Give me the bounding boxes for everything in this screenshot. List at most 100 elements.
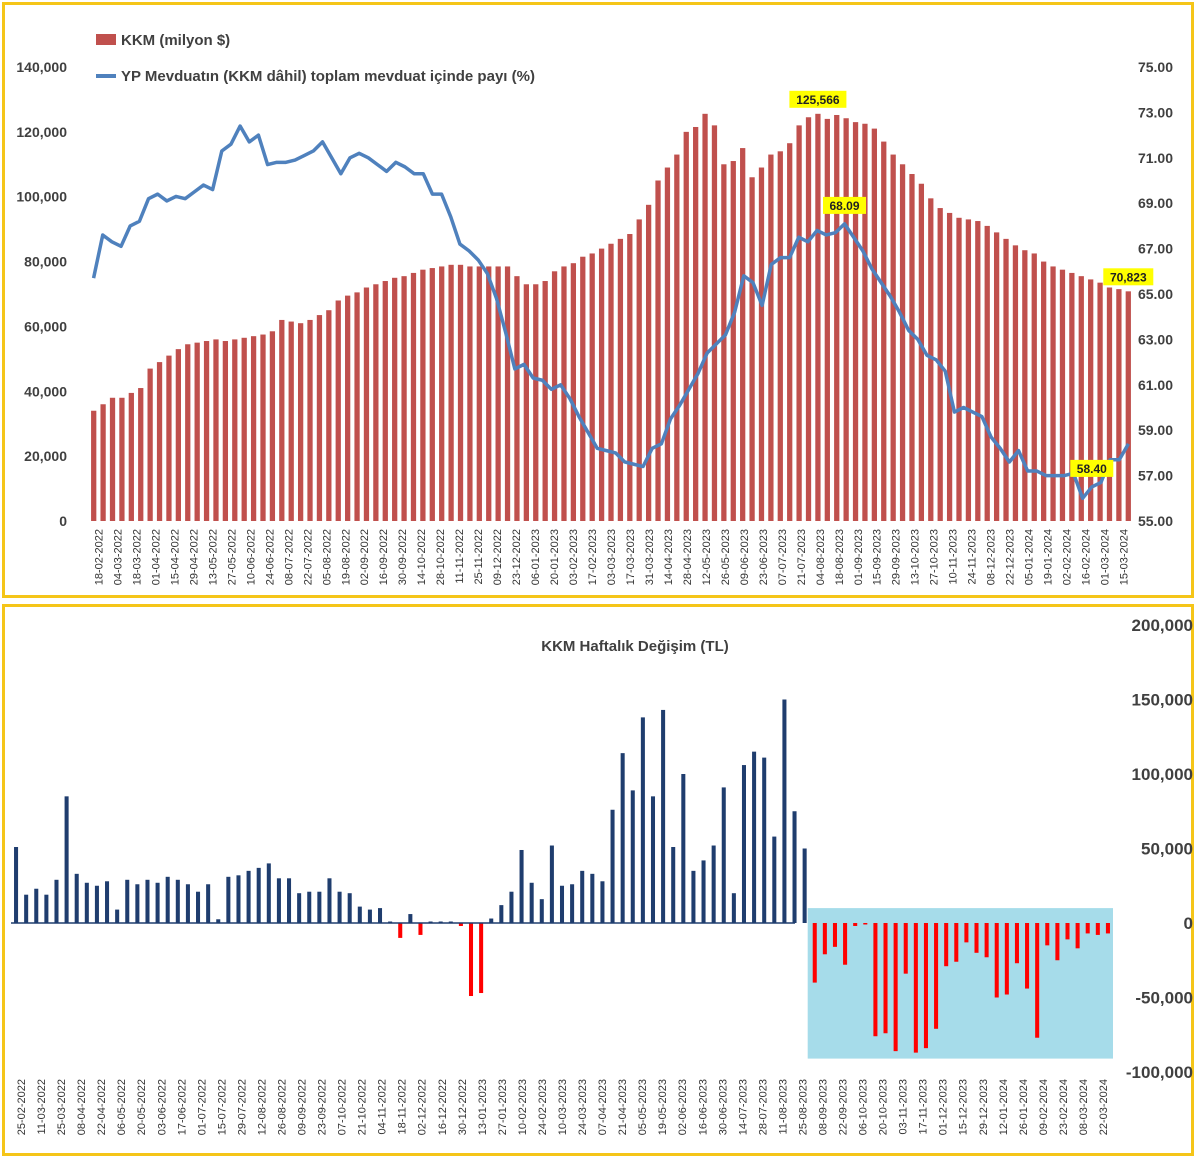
- weekly-change-bar: [721, 787, 726, 923]
- kkm-bar: [194, 342, 200, 521]
- y-left-tick-label: 0: [59, 513, 67, 529]
- x-tick-label: 27-01-2023: [497, 1079, 509, 1135]
- weekly-change-bar: [458, 923, 463, 926]
- annotation-highlight: [823, 196, 866, 214]
- kkm-bar: [608, 243, 614, 522]
- weekly-change-bar: [923, 923, 928, 1049]
- kkm-bar: [721, 164, 727, 522]
- x-tick-label: 05-08-2022: [321, 529, 333, 585]
- y-right-tick-label: 71.00: [1138, 150, 1173, 166]
- weekly-change-bar: [287, 878, 292, 923]
- x-tick-label: 07-04-2023: [597, 1079, 609, 1135]
- kkm-bar: [655, 180, 661, 521]
- x-tick-label: 25-03-2022: [56, 1079, 68, 1135]
- weekly-change-bar: [165, 876, 170, 923]
- x-tick-label: 16-12-2022: [437, 1079, 449, 1135]
- weekly-change-bar: [832, 923, 837, 947]
- kkm-bar: [241, 337, 247, 521]
- x-tick-label: 26-08-2022: [277, 1079, 289, 1135]
- kkm-bar: [326, 310, 332, 521]
- weekly-change-bar: [610, 809, 615, 923]
- weekly-change-bar: [367, 909, 372, 923]
- kkm-bar: [862, 123, 868, 521]
- x-tick-label: 15-09-2023: [872, 529, 884, 585]
- kkm-bar: [448, 264, 454, 521]
- y-left-tick-label: 100,000: [16, 189, 67, 205]
- weekly-change-bar: [276, 878, 281, 923]
- weekly-change-bar: [893, 923, 898, 1052]
- x-tick-label: 06-10-2023: [858, 1079, 870, 1135]
- weekly-change-bar: [216, 919, 221, 923]
- kkm-bar: [307, 319, 313, 521]
- weekly-change-bar: [175, 879, 180, 923]
- kkm-bar: [993, 232, 1000, 521]
- kkm-bar: [815, 113, 821, 521]
- chart-title: KKM Haftalık Değişim (TL): [541, 638, 729, 655]
- kkm-bar: [589, 253, 595, 521]
- y-left-tick-label: 140,000: [16, 59, 67, 75]
- kkm-bar: [260, 334, 266, 521]
- kkm-bar: [843, 118, 849, 522]
- x-tick-label: 02-09-2022: [359, 529, 371, 585]
- kkm-bar: [1125, 291, 1131, 521]
- x-tick-label: 09-09-2022: [297, 1079, 309, 1135]
- annotation-highlight: [1070, 459, 1114, 477]
- x-tick-label: 14-07-2023: [737, 1079, 749, 1135]
- weekly-change-bar: [1045, 923, 1050, 946]
- weekly-change-bar: [226, 876, 231, 923]
- kkm-bar: [439, 266, 445, 521]
- kkm-bar: [429, 268, 435, 521]
- kkm-bar: [457, 264, 464, 521]
- kkm-bar: [288, 321, 294, 521]
- kkm-bar: [645, 204, 652, 521]
- x-tick-label: 13-01-2023: [477, 1079, 489, 1135]
- kkm-chart-svg: 0 20,000 40,000 60,000 80,000 100,000 120,000 1…: [16, 32, 1173, 585]
- weekly-change-bar: [782, 699, 787, 923]
- x-tick-label: 18-11-2022: [397, 1079, 409, 1134]
- kkm-bar: [354, 292, 360, 521]
- kkm-bar: [570, 263, 577, 521]
- x-tick-label: 15-04-2022: [169, 529, 181, 585]
- x-tick-label: 21-07-2023: [796, 529, 808, 585]
- kkm-bar: [1097, 282, 1103, 521]
- x-tick-label: 17-02-2023: [587, 529, 599, 585]
- weekly-change-bar: [357, 906, 362, 923]
- kkm-bar: [1069, 272, 1075, 521]
- kkm-bar: [297, 323, 304, 521]
- x-tick-label: 18-03-2022: [132, 529, 144, 585]
- x-tick-label: 20-05-2022: [136, 1079, 148, 1135]
- weekly-change-bar: [671, 847, 676, 923]
- weekly-change-bar: [590, 873, 595, 923]
- weekly-change-bar: [701, 860, 706, 923]
- x-tick-label: 15-12-2023: [958, 1079, 970, 1135]
- kkm-bar: [1059, 269, 1066, 521]
- kkm-bar: [693, 126, 699, 522]
- weekly-change-bar: [468, 923, 474, 997]
- kkm-bar: [636, 219, 642, 521]
- y-left-tick-label: 80,000: [24, 254, 67, 270]
- weekly-change-chart-svg: KKM Haftalık Değişim (TL) 200,000 150,000…: [11, 616, 1193, 1135]
- x-tick-label: 04-08-2023: [815, 529, 827, 585]
- x-tick-label: 19-08-2022: [340, 529, 352, 585]
- kkm-bar: [91, 410, 97, 521]
- x-tick-label: 22-04-2022: [96, 1079, 108, 1135]
- kkm-bar: [580, 256, 586, 521]
- kkm-bar: [946, 212, 953, 521]
- weekly-change-bar: [539, 899, 544, 923]
- weekly-change-bar: [327, 878, 332, 923]
- kkm-bar: [711, 125, 718, 522]
- weekly-change-bar: [1065, 923, 1070, 940]
- x-tick-label: 05-05-2023: [637, 1079, 649, 1135]
- kkm-bar: [674, 154, 680, 521]
- weekly-change-bar: [853, 923, 858, 926]
- weekly-change-bar: [863, 923, 868, 925]
- weekly-change-bar: [1095, 923, 1100, 935]
- x-tick-label: 12-08-2022: [257, 1079, 269, 1135]
- x-tick-label: 20-01-2023: [549, 529, 561, 585]
- weekly-change-bar: [559, 885, 565, 923]
- x-tick-label: 11-03-2022: [36, 1079, 48, 1134]
- x-tick-label: 22-07-2022: [302, 529, 314, 585]
- kkm-bar: [138, 388, 144, 521]
- kkm-bar: [787, 143, 793, 521]
- kkm-bar: [551, 271, 558, 521]
